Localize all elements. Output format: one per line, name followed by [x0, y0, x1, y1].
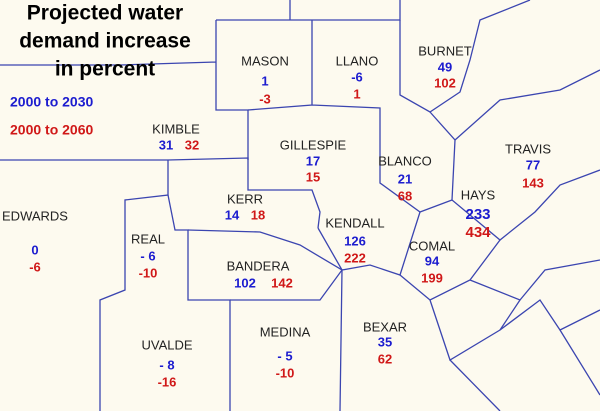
border	[339, 269, 600, 411]
county-value: 102	[434, 75, 456, 90]
county-value: 1	[353, 86, 360, 101]
county-name: UVALDE	[141, 337, 192, 352]
county-value: -6	[29, 259, 41, 274]
county-value: 62	[378, 351, 392, 366]
county-value: 233	[465, 206, 490, 223]
title-line: in percent	[55, 58, 155, 81]
county-value: 142	[271, 275, 293, 290]
county-name: BURNET	[418, 43, 472, 58]
county-value: 21	[398, 171, 412, 186]
legend-entry: 2000 to 2060	[10, 122, 93, 138]
county-value: 126	[344, 233, 366, 248]
border	[99, 160, 169, 411]
county-name: BANDERA	[227, 258, 290, 273]
county-value: 199	[421, 270, 443, 285]
county-name: TRAVIS	[505, 141, 551, 156]
county-value: -10	[276, 365, 295, 380]
border	[454, 69, 600, 141]
county-value: -10	[139, 265, 158, 280]
county-name: KIMBLE	[152, 121, 200, 136]
county-value: 14	[225, 207, 240, 222]
county-value: 222	[344, 250, 366, 265]
border	[167, 194, 231, 411]
border	[399, 239, 600, 301]
county-name: EDWARDS	[2, 208, 68, 223]
county-value: - 5	[277, 348, 292, 363]
county-value: 94	[425, 253, 440, 268]
county-name: BLANCO	[378, 153, 431, 168]
county-value: - 8	[159, 357, 174, 372]
border	[399, 0, 531, 113]
county-value: - 6	[140, 248, 155, 263]
county-value: 143	[522, 175, 544, 190]
county-value: 1	[261, 73, 268, 88]
county-name: GILLESPIE	[280, 137, 347, 152]
county-value: 49	[438, 59, 452, 74]
county-value: 35	[378, 334, 392, 349]
county-value: 32	[185, 137, 199, 152]
county-name: KENDALL	[325, 215, 384, 230]
county-name: MASON	[241, 53, 289, 68]
county-value: 31	[159, 137, 173, 152]
county-name: MEDINA	[260, 324, 311, 339]
county-value: 15	[306, 169, 320, 184]
county-value: 18	[251, 207, 265, 222]
border	[317, 211, 421, 276]
county-value: 77	[526, 157, 540, 172]
county-value: -3	[259, 91, 271, 106]
border	[247, 20, 453, 213]
county-name: REAL	[131, 231, 165, 246]
county-name: BEXAR	[363, 319, 407, 334]
county-value: 102	[234, 275, 256, 290]
county-value: 68	[398, 188, 412, 203]
county-value: 17	[306, 153, 320, 168]
county-value: 434	[465, 224, 491, 241]
border	[187, 229, 343, 301]
county-name: LLANO	[336, 53, 379, 68]
county-value: 0	[31, 242, 38, 257]
county-name: COMAL	[409, 238, 455, 253]
border	[449, 299, 600, 411]
county-value: -16	[158, 374, 177, 389]
county-value: -6	[351, 69, 363, 84]
title-line: Projected water	[27, 2, 183, 25]
border	[0, 20, 249, 160]
legend-entry: 2000 to 2030	[10, 94, 93, 110]
title-line: demand increase	[19, 30, 191, 53]
county-name: KERR	[227, 191, 263, 206]
county-name: HAYS	[461, 187, 496, 202]
